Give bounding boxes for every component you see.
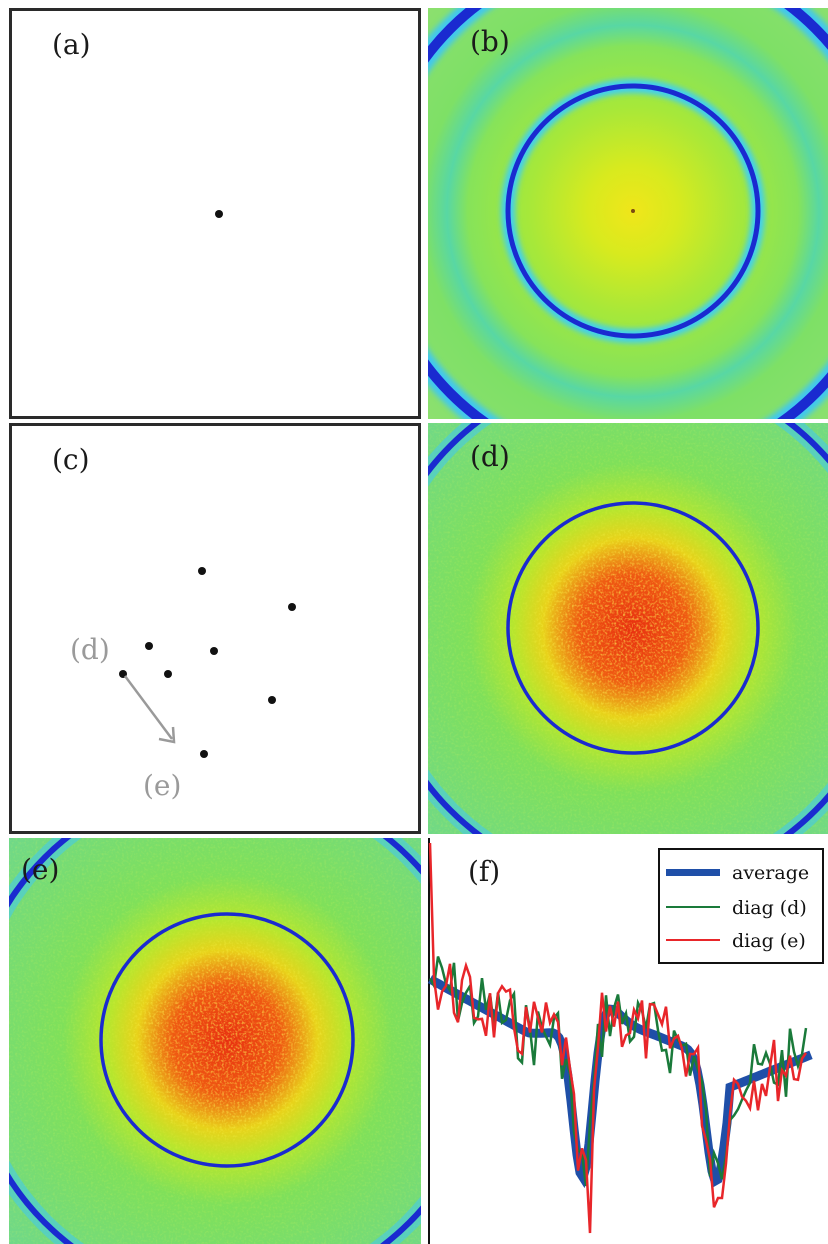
arrow-start-label: (d): [70, 633, 110, 666]
legend-label: average: [732, 862, 810, 884]
panel-d-label: (d): [470, 440, 510, 473]
inner-ring: [505, 83, 761, 339]
scatterer-point: [164, 670, 172, 678]
scatterer-point: [200, 750, 208, 758]
inner-ring: [99, 912, 355, 1168]
panel-b-label: (b): [470, 25, 510, 58]
legend-label: diag (e): [732, 930, 806, 952]
scatterer-point: [268, 696, 276, 704]
legend-label: diag (d): [732, 897, 807, 919]
legend-swatch-diag-d: [666, 906, 720, 908]
scatterer-point: [215, 210, 223, 218]
scatterer-point: [198, 567, 206, 575]
diag-d-curve: [428, 956, 808, 1187]
profile-plot: [428, 838, 813, 1244]
panel-d-field: [428, 423, 828, 834]
panel-c: (c) (d) (e): [9, 423, 421, 834]
scan-arrow: [123, 675, 176, 744]
legend-item: diag (d): [666, 893, 816, 921]
panel-b-field: [428, 8, 828, 419]
scatterer-point: [288, 603, 296, 611]
panel-f-label: (f): [468, 855, 501, 888]
legend-swatch-average: [666, 869, 720, 876]
panel-d: (d): [428, 423, 828, 834]
panel-f: (f) average diag (d) diag (e): [428, 838, 828, 1244]
scatterer-point: [119, 670, 127, 678]
legend: average diag (d) diag (e): [658, 848, 824, 964]
legend-item: average: [666, 858, 816, 886]
panel-e-field: [9, 838, 421, 1244]
legend-item: diag (e): [666, 926, 816, 954]
panel-c-label: (c): [52, 443, 90, 476]
panel-a: (a): [9, 8, 421, 419]
panel-e: (e): [9, 838, 421, 1244]
legend-swatch-diag-e: [666, 939, 720, 941]
diag-e-curve: [428, 842, 808, 1234]
scatterer-point: [145, 642, 153, 650]
panel-b: (b): [428, 8, 828, 419]
arrow-end-label: (e): [143, 769, 182, 802]
panel-e-label: (e): [21, 853, 60, 886]
panel-a-label: (a): [52, 28, 91, 61]
inner-ring: [506, 501, 760, 755]
scatterer-point: [210, 647, 218, 655]
